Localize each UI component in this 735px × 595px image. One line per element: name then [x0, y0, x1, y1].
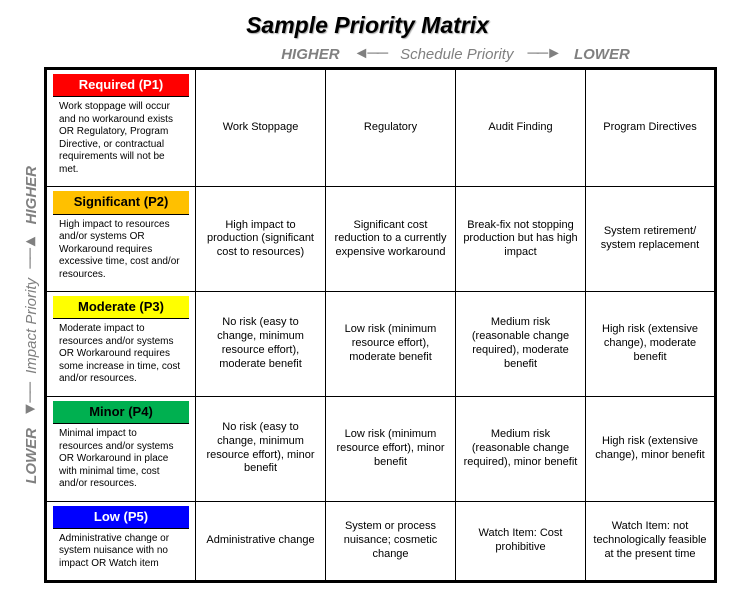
matrix-cell: Medium risk (reasonable change required)…: [456, 396, 586, 501]
axis-left-label: Impact Priority: [23, 278, 40, 374]
priority-level-cell: Minor (P4)Minimal impact to resources an…: [46, 396, 196, 501]
matrix-cell: Work Stoppage: [196, 69, 326, 187]
schedule-priority-axis: HIGHER ◄── Schedule Priority ──► LOWER: [194, 45, 717, 63]
priority-level-cell: Significant (P2)High impact to resources…: [46, 187, 196, 292]
priority-matrix-table: Required (P1)Work stoppage will occur an…: [44, 67, 717, 583]
table-row: Significant (P2)High impact to resources…: [46, 187, 716, 292]
matrix-cell: Break-fix not stopping production but ha…: [456, 187, 586, 292]
matrix-cell: System retirement/ system replacement: [586, 187, 716, 292]
table-row: Moderate (P3)Moderate impact to resource…: [46, 292, 716, 397]
matrix-cell: Regulatory: [326, 69, 456, 187]
impact-priority-axis: HIGHER ──► Impact Priority ◄── LOWER: [18, 67, 44, 583]
priority-header: Significant (P2): [53, 191, 189, 214]
priority-header: Minor (P4): [53, 401, 189, 424]
arrow-up-icon: ──►: [22, 235, 40, 269]
priority-header: Required (P1): [53, 74, 189, 97]
axis-top-label: Schedule Priority: [400, 46, 513, 63]
matrix-cell: Low risk (minimum resource effort), mode…: [326, 292, 456, 397]
page-title: Sample Priority Matrix: [18, 12, 717, 39]
table-row: Required (P1)Work stoppage will occur an…: [46, 69, 716, 187]
priority-level-cell: Moderate (P3)Moderate impact to resource…: [46, 292, 196, 397]
priority-description: Minimal impact to resources and/or syste…: [53, 424, 189, 497]
axis-top-lower: LOWER: [574, 46, 630, 63]
priority-header: Low (P5): [53, 506, 189, 529]
matrix-cell: Medium risk (reasonable change required)…: [456, 292, 586, 397]
priority-description: High impact to resources and/or systems …: [53, 215, 189, 288]
matrix-cell: Program Directives: [586, 69, 716, 187]
priority-description: Work stoppage will occur and no workarou…: [53, 97, 189, 182]
axis-left-higher: HIGHER: [23, 166, 40, 224]
priority-header: Moderate (P3): [53, 296, 189, 319]
matrix-cell: System or process nuisance; cosmetic cha…: [326, 501, 456, 582]
arrow-left-icon: ◄──: [354, 45, 387, 63]
matrix-cell: Significant cost reduction to a currentl…: [326, 187, 456, 292]
matrix-cell: Administrative change: [196, 501, 326, 582]
matrix-cell: Watch Item: not technologically feasible…: [586, 501, 716, 582]
matrix-cell: High risk (extensive change), moderate b…: [586, 292, 716, 397]
axis-top-higher: HIGHER: [281, 46, 339, 63]
arrow-right-icon: ──►: [527, 45, 560, 63]
matrix-cell: No risk (easy to change, minimum resourc…: [196, 292, 326, 397]
matrix-cell: Audit Finding: [456, 69, 586, 187]
matrix-cell: High risk (extensive change), minor bene…: [586, 396, 716, 501]
table-row: Low (P5)Administrative change or system …: [46, 501, 716, 582]
priority-level-cell: Required (P1)Work stoppage will occur an…: [46, 69, 196, 187]
priority-level-cell: Low (P5)Administrative change or system …: [46, 501, 196, 582]
priority-description: Administrative change or system nuisance…: [53, 529, 189, 577]
axis-left-lower: LOWER: [23, 428, 40, 484]
table-row: Minor (P4)Minimal impact to resources an…: [46, 396, 716, 501]
priority-description: Moderate impact to resources and/or syst…: [53, 319, 189, 392]
matrix-cell: High impact to production (significant c…: [196, 187, 326, 292]
matrix-cell: No risk (easy to change, minimum resourc…: [196, 396, 326, 501]
matrix-cell: Watch Item: Cost prohibitive: [456, 501, 586, 582]
matrix-cell: Low risk (minimum resource effort), mino…: [326, 396, 456, 501]
arrow-down-icon: ◄──: [22, 384, 40, 418]
